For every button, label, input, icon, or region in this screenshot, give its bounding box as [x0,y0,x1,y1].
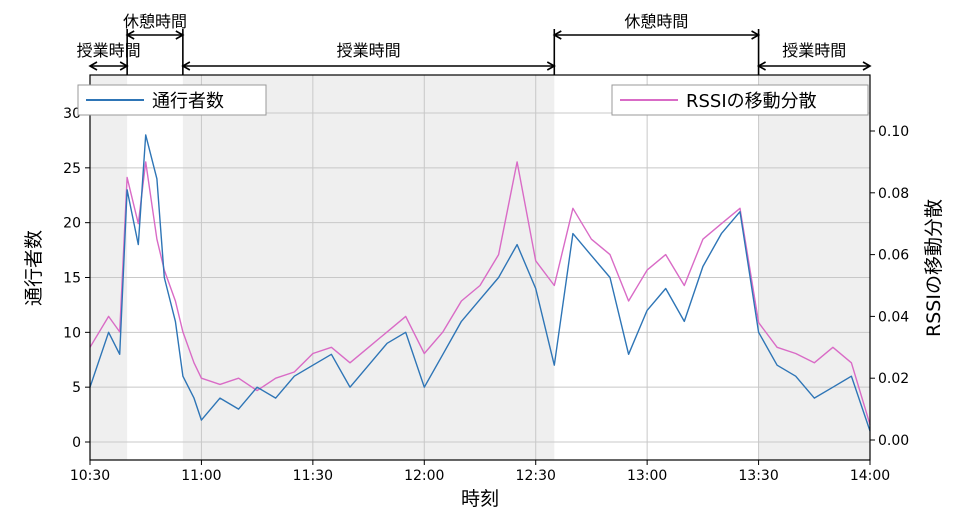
x-tick-label: 13:00 [627,468,667,484]
legends: 通行者数 RSSIの移動分散 [77,84,869,116]
y-axis-right-label: RSSIの移動分散 [923,199,945,337]
series-line-passersby [89,134,871,432]
legend-label-passersby: 通行者数 [152,91,224,112]
y-axis-left-label: 通行者数 [23,230,45,306]
period-arrowhead-left [181,61,191,71]
x-tick-label: 12:00 [404,468,444,484]
x-tick-label: 11:30 [293,468,333,484]
period-shade [182,75,555,460]
y-right-tick-label: 0.10 [878,124,909,140]
y-right-tick-label: 0.06 [878,248,909,264]
x-tick-label: 12:30 [516,468,556,484]
period-arrowhead-right [862,61,872,71]
period-shade [758,75,870,460]
y-right-tick-label: 0.02 [878,371,909,387]
period-label: 授業時間 [337,41,401,60]
period-shade [90,75,128,460]
period-arrowhead-left [88,61,98,71]
y-left-tick-label: 25 [63,161,81,177]
plot-frame [89,74,871,461]
y-left-tick-label: 0 [72,435,81,451]
period-arrowhead-left [756,61,766,71]
legend-label-rssi-variance: RSSIの移動分散 [686,91,817,112]
y-left-tick-label: 20 [63,216,81,232]
series-layer [89,134,871,432]
period-label: 授業時間 [77,41,141,60]
y-left-tick-label: 15 [63,271,81,287]
y-right-tick-label: 0.08 [878,186,909,202]
period-label: 休憩時間 [123,12,187,31]
grid-lines [89,75,871,460]
period-shading [90,75,870,460]
y-right-tick-label: 0.04 [878,309,909,325]
y-left-tick-label: 30 [63,106,81,122]
y-right-tick-label: 0.00 [878,433,909,449]
period-label: 休憩時間 [624,12,688,31]
period-label: 授業時間 [782,41,846,60]
x-tick-label: 10:30 [70,468,110,484]
ticks: 10:30 11:00 11:30 12:00 12:30 13:00 13:30 14:00… [63,106,909,484]
x-tick-label: 13:30 [738,468,778,484]
series-line-rssi-variance [89,161,871,425]
x-axis-label: 時刻 [461,488,499,510]
y-left-tick-label: 5 [72,380,81,396]
y-left-tick-label: 10 [63,325,81,341]
x-tick-label: 14:00 [850,468,890,484]
x-tick-label: 11:00 [181,468,221,484]
